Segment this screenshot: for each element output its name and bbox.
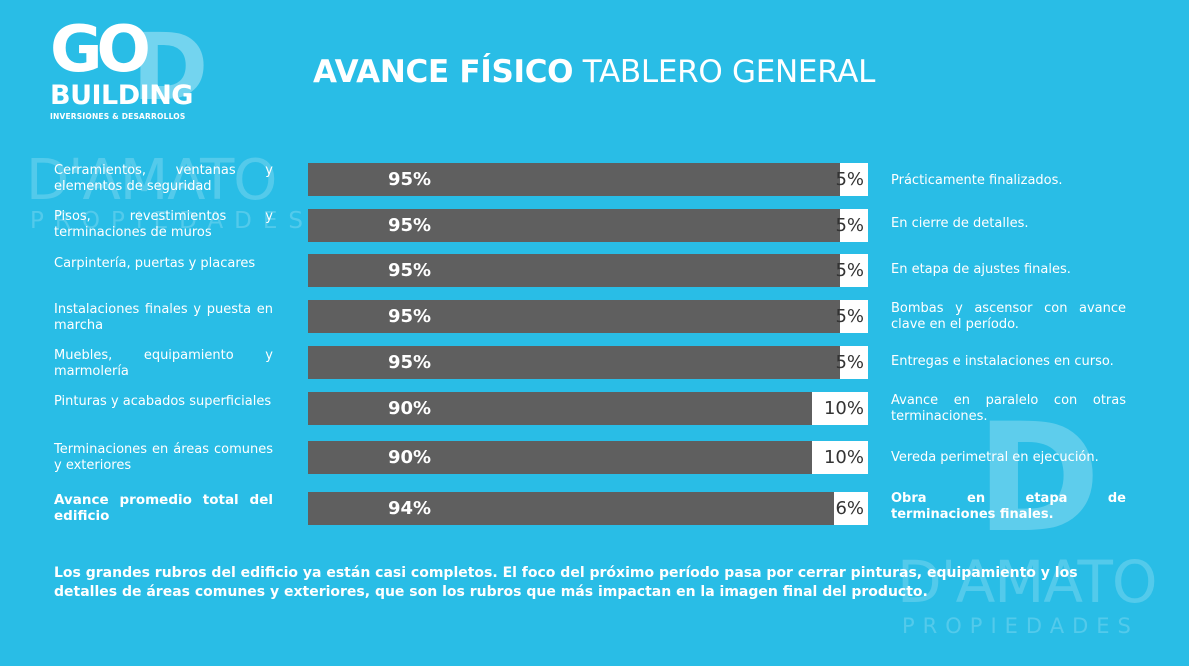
category-label: Muebles, equipamiento y marmolería — [54, 348, 273, 379]
watermark-d-icon: D — [976, 392, 1101, 566]
status-comment: Bombas y ascensor con avance clave en el… — [891, 301, 1126, 332]
progress-bar-done — [308, 346, 840, 379]
category-label: Cerramientos, ventanas y elementos de se… — [54, 163, 273, 194]
progress-bar-done — [308, 163, 840, 196]
progress-done-label: 94% — [388, 498, 432, 519]
progress-remaining-label: 6% — [835, 498, 864, 519]
progress-bar-done — [308, 392, 812, 425]
status-comment: Vereda perimetral en ejecución. — [891, 450, 1099, 465]
progress-done-label: 95% — [388, 215, 432, 236]
progress-bar: 95% 5% — [308, 254, 868, 287]
progress-done-label: 95% — [388, 306, 432, 327]
progress-bar: 94% 6% — [308, 492, 868, 525]
progress-bar-done — [308, 492, 835, 525]
progress-done-label: 90% — [388, 398, 432, 419]
progress-remaining-label: 10% — [823, 398, 864, 419]
page-title: AVANCE FÍSICO TABLERO GENERAL — [313, 54, 875, 90]
logo-subtitle: INVERSIONES & DESARROLLOS — [50, 112, 186, 121]
status-comment: Prácticamente finalizados. — [891, 173, 1063, 188]
progress-bar-done — [308, 254, 840, 287]
go-building-logo: D GO BUILDING INVERSIONES & DESARROLLOS — [48, 18, 218, 126]
logo-go-text: GO — [50, 13, 151, 87]
progress-done-label: 90% — [388, 447, 432, 468]
progress-remaining-label: 5% — [835, 306, 864, 327]
title-light: TABLERO GENERAL — [582, 54, 876, 90]
progress-remaining-label: 5% — [835, 169, 864, 190]
category-label: Pinturas y acabados superficiales — [54, 394, 272, 409]
watermark-propiedades-right: PROPIEDADES — [902, 614, 1139, 638]
progress-bar: 90% 10% — [308, 392, 868, 425]
progress-done-label: 95% — [388, 169, 432, 190]
category-label: Avance promedio total del edificio — [54, 492, 273, 524]
progress-bar-done — [308, 441, 812, 474]
progress-done-label: 95% — [388, 260, 432, 281]
status-comment: En cierre de detalles. — [891, 216, 1029, 231]
title-bold: AVANCE FÍSICO — [313, 54, 574, 90]
category-label: Terminaciones en áreas comunes y exterio… — [54, 442, 273, 473]
progress-bar-done — [308, 300, 840, 333]
progress-remaining-label: 5% — [835, 352, 864, 373]
status-comment: Avance en paralelo con otras terminacion… — [891, 393, 1126, 424]
category-label: Pisos, revestimientos y terminaciones de… — [54, 209, 273, 240]
footer-summary: Los grandes rubros del edificio ya están… — [54, 565, 1078, 600]
progress-done-label: 95% — [388, 352, 432, 373]
progress-bar-done — [308, 209, 840, 242]
progress-remaining-label: 5% — [835, 260, 864, 281]
category-label: Carpintería, puertas y placares — [54, 256, 256, 271]
progress-bar: 95% 5% — [308, 163, 868, 196]
progress-bar: 95% 5% — [308, 300, 868, 333]
progress-remaining-label: 5% — [835, 215, 864, 236]
status-comment: Obra en etapa de terminaciones finales. — [891, 491, 1126, 522]
logo-d-mark: D — [132, 14, 209, 121]
category-label: Instalaciones finales y puesta en marcha — [54, 302, 273, 333]
logo-building-text: BUILDING — [50, 80, 193, 111]
progress-bar: 95% 5% — [308, 209, 868, 242]
status-comment: En etapa de ajustes finales. — [891, 262, 1071, 277]
progress-bar: 90% 10% — [308, 441, 868, 474]
progress-remaining-label: 10% — [823, 447, 864, 468]
status-comment: Entregas e instalaciones en curso. — [891, 354, 1114, 369]
progress-bar: 95% 5% — [308, 346, 868, 379]
